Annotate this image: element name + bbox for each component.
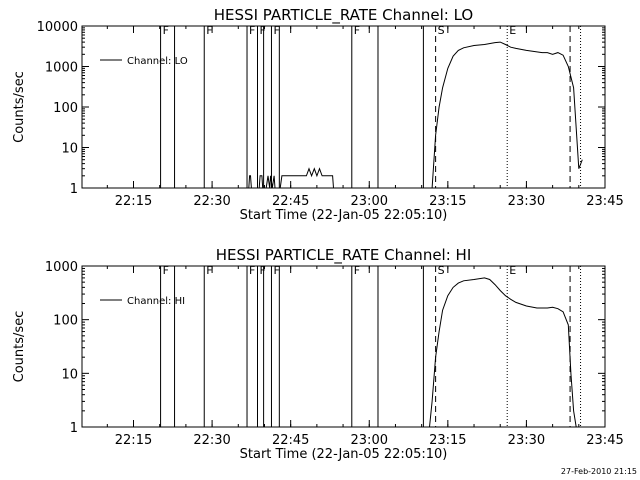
x-tick-label: 23:00 [351, 433, 388, 448]
series-line [248, 175, 252, 189]
flag-marker-label: F [354, 24, 360, 37]
y-axis-label: Counts/sec [12, 311, 27, 383]
y-tick-label: 100 [53, 101, 78, 116]
flag-marker-label: S [438, 264, 445, 277]
flag-marker-label: F [259, 264, 265, 277]
flag-marker-label: F [249, 264, 255, 277]
flag-marker-label: E [509, 24, 516, 37]
x-axis-label: Start Time (22-Jan-05 22:05:10) [240, 447, 448, 462]
legend-label: Channel: HI [127, 296, 185, 307]
x-tick-label: 23:00 [351, 194, 388, 209]
x-tick-label: 23:15 [429, 194, 466, 209]
panel-channel-lo: HESSI PARTICLE_RATE Channel: LO 22:15 22:3… [12, 6, 624, 223]
flag-marker-label: F [273, 24, 279, 37]
panel-channel-hi: HESSI PARTICLE_RATE Channel: HI 22:15 22:3… [12, 246, 624, 462]
y-tick-label: 1000 [45, 61, 78, 76]
series-line [431, 41, 583, 189]
flag-marker-label: F [163, 264, 169, 277]
flag-marker-label: F [249, 24, 255, 37]
y-axis-label: Counts/sec [12, 71, 27, 143]
series-line [279, 167, 334, 189]
x-tick-label: 22:45 [272, 194, 309, 209]
flag-marker-label: S [438, 24, 445, 37]
x-tick-label: 22:30 [193, 194, 230, 209]
series-line [429, 277, 577, 428]
x-tick-label: 23:30 [508, 194, 545, 209]
x-tick-label: 23:30 [508, 433, 545, 448]
x-tick-label: 23:45 [586, 194, 623, 209]
chart-title: HESSI PARTICLE_RATE Channel: LO [214, 6, 473, 25]
x-tick-label: 22:15 [115, 194, 152, 209]
flag-marker-label: F [354, 264, 360, 277]
flag-marker-label: F [206, 24, 212, 37]
x-tick-label: 23:15 [429, 433, 466, 448]
flag-marker-label: F [163, 24, 169, 37]
y-tick-label: 10000 [37, 20, 78, 35]
x-tick-label: 22:30 [193, 433, 230, 448]
legend-label: Channel: LO [127, 56, 188, 67]
flag-marker-label: F [206, 264, 212, 277]
x-axis-label: Start Time (22-Jan-05 22:05:10) [240, 208, 448, 223]
flag-marker-label: E [509, 264, 516, 277]
footer-timestamp: 27-Feb-2010 21:15 [561, 467, 637, 476]
chart-title: HESSI PARTICLE_RATE Channel: HI [216, 246, 472, 265]
x-tick-label: 23:45 [586, 433, 623, 448]
series-line [265, 175, 276, 189]
y-tick-label: 1000 [45, 260, 78, 275]
series-line [258, 175, 264, 189]
flag-marker-label: F [259, 24, 265, 37]
y-tick-label: 1 [70, 182, 78, 197]
x-tick-label: 22:45 [272, 433, 309, 448]
y-tick-label: 100 [53, 314, 78, 329]
y-tick-label: 1 [70, 421, 78, 436]
y-tick-label: 10 [61, 142, 78, 157]
flag-marker-label: F [273, 264, 279, 277]
x-tick-label: 22:15 [115, 433, 152, 448]
y-tick-label: 10 [61, 367, 78, 382]
